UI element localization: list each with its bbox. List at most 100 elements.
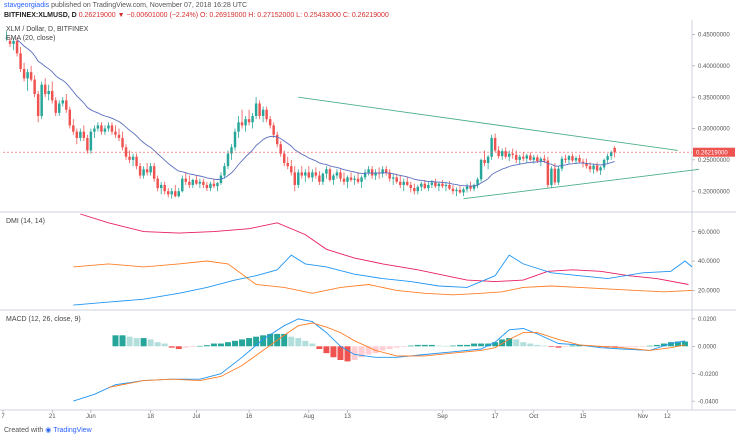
candle-body (588, 166, 592, 170)
candle-body (406, 181, 409, 185)
candle-body (159, 184, 163, 189)
candle-body (100, 125, 103, 132)
macd-histogram-bar (112, 335, 119, 347)
candle-body (490, 137, 493, 157)
time-axis-tick-label: 17 (492, 414, 499, 420)
macd-axis-tick-label: 0.0200 (698, 317, 717, 323)
macd-histogram-bar (499, 339, 506, 347)
ohlc-readout: 0.26219000 ▼ −0.00601000 (−2.24%) O: 0.2… (78, 12, 389, 19)
candle-body (525, 155, 529, 159)
candle-body (455, 189, 458, 192)
candle-body (483, 159, 486, 163)
candle-body (335, 172, 339, 176)
candle-body (574, 157, 578, 161)
candle-body (318, 175, 321, 182)
macd-histogram-bar (217, 343, 224, 347)
candle-body (191, 179, 195, 185)
candle-body (58, 103, 61, 113)
candle-body (138, 166, 142, 176)
macd-histogram-bar (288, 336, 295, 347)
macd-histogram-bar (527, 343, 534, 347)
candle-body (205, 184, 209, 189)
candle-body (398, 181, 402, 185)
candle-body (300, 172, 304, 176)
candle-body (409, 184, 413, 189)
candle-body (553, 168, 557, 183)
macd-histogram-bar (379, 346, 386, 351)
macd-histogram-bar (239, 339, 246, 347)
time-axis-tick-label: Oct (529, 414, 539, 420)
candle-body (328, 169, 332, 180)
macd-histogram-bar (660, 343, 667, 347)
candle-body (595, 165, 599, 171)
dmi-pane-label: DMI (14, 14) (6, 218, 45, 225)
macd-histogram-bar (541, 345, 548, 347)
candle-body (353, 178, 356, 180)
dmi-axis-tick-label: 20.0000 (698, 289, 720, 295)
macd-pane-label: MACD (12, 26, close, 9) (6, 316, 81, 323)
time-axis-tick-label: 12 (664, 414, 671, 420)
macd-histogram-bar (126, 336, 133, 347)
candle-body (26, 72, 29, 79)
candle-body (550, 168, 553, 185)
macd-histogram-bar (548, 346, 555, 347)
candle-body (532, 157, 536, 160)
time-axis-tick-label: Aug (303, 414, 314, 420)
macd-histogram-bar (442, 345, 449, 347)
macd-histogram-bar (421, 344, 428, 347)
price-axis-tick-label: 0.45000000 (698, 33, 730, 39)
macd-histogram-bar (119, 335, 126, 347)
macd-histogram-bar (161, 343, 168, 347)
candle-body (103, 128, 107, 132)
candle-body (370, 169, 374, 176)
candle-body (163, 184, 166, 192)
candle-body (254, 103, 258, 116)
footer-brand[interactable]: TradingView (53, 427, 92, 434)
macd-histogram-bar (175, 346, 182, 350)
candle-body (539, 158, 543, 162)
candle-body (209, 183, 212, 189)
candle-body (247, 119, 251, 123)
author-link[interactable]: stavgeorgiadis (4, 2, 50, 9)
candle-body (174, 191, 177, 197)
published-text: published on TradingView.com, November 0… (51, 2, 248, 9)
macd-histogram-bar (667, 342, 674, 347)
macd-histogram-bar (140, 338, 147, 347)
time-axis-tick-label: 13 (344, 414, 351, 420)
macd-histogram-bar (147, 339, 154, 347)
time-axis-tick-label: Jul (193, 414, 201, 420)
macd-histogram-bar (414, 344, 421, 347)
candle-body (325, 169, 328, 174)
candle-body (367, 169, 370, 173)
symbol-name: BITFINEX:XLMUSD, D (4, 12, 77, 19)
candle-body (212, 183, 216, 187)
candle-body (152, 166, 156, 179)
candle-body (356, 178, 360, 182)
macd-histogram-bar (464, 344, 471, 347)
macd-histogram-bar (632, 346, 639, 348)
candle-body (507, 153, 511, 157)
candle-body (279, 144, 282, 154)
macd-histogram-bar (562, 346, 569, 347)
candle-body (346, 177, 349, 182)
candle-body (543, 158, 546, 161)
candle-body (19, 53, 22, 69)
candle-body (592, 165, 595, 170)
price-pane-label: XLM / Dollar, D, BITFINEX (6, 26, 89, 33)
candle-body (117, 134, 121, 138)
candle-body (293, 172, 297, 185)
candle-body (89, 131, 93, 151)
candle-body (188, 181, 191, 185)
candle-body (486, 156, 490, 163)
candle-body (458, 189, 462, 193)
candle-body (381, 169, 384, 174)
time-axis-tick-label: Sep (437, 414, 448, 420)
candle-body (170, 191, 173, 195)
dmi-line (80, 213, 689, 285)
candle-body (261, 109, 265, 116)
candle-body (571, 156, 574, 161)
candle-body (339, 172, 342, 179)
candle-body (497, 150, 500, 157)
candle-body (297, 172, 300, 185)
